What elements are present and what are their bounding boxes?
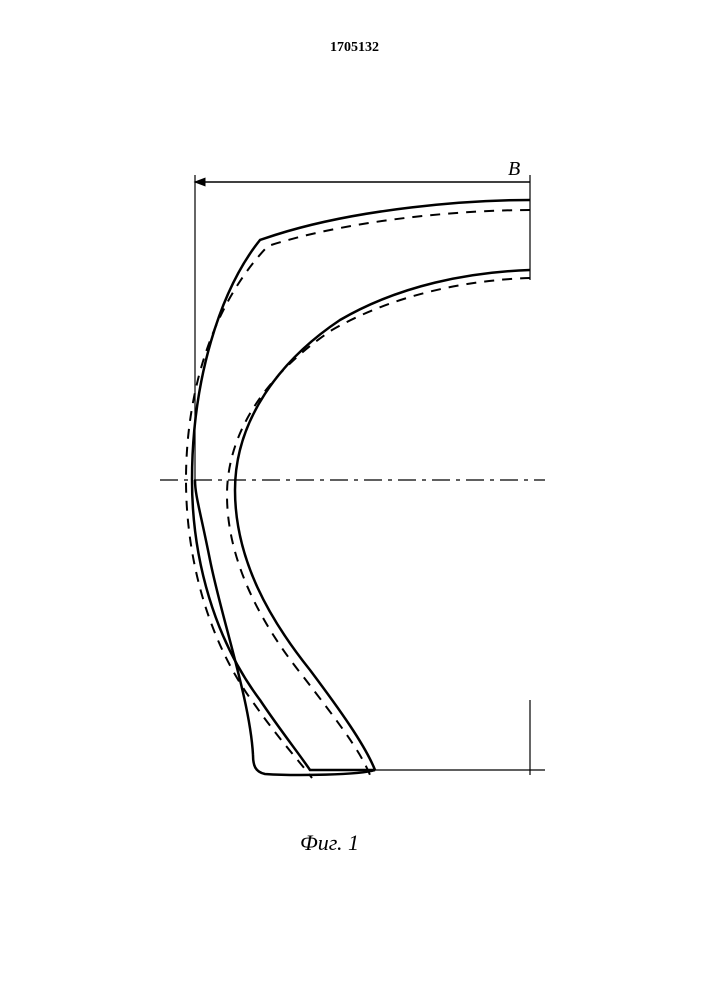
solid-inner-profile — [235, 270, 530, 770]
solid-bead-bottom — [253, 755, 375, 775]
solid-outer-profile — [192, 200, 530, 770]
figure-svg — [0, 0, 707, 1000]
dashed-outer-profile — [186, 210, 530, 778]
drawing-group — [160, 175, 545, 778]
page: 1705132 B Фиг. 1 — [0, 0, 707, 1000]
dashed-inner-profile — [227, 278, 530, 775]
solid-outer-bead-left — [195, 480, 253, 755]
